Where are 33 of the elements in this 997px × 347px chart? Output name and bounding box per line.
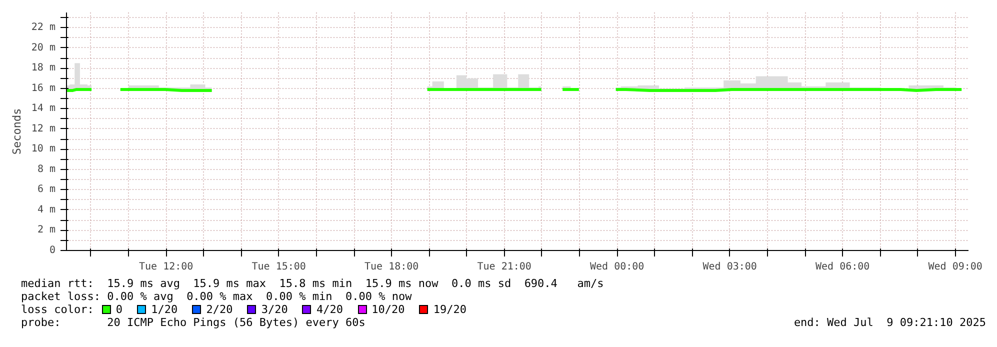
- x-tick-label: Wed 06:00: [816, 262, 870, 272]
- y-tick-label: 4 m: [37, 204, 56, 216]
- y-axis-title: Seconds: [10, 108, 24, 155]
- y-tick-label: 10 m: [31, 144, 56, 155]
- x-tick-label: Tue 21:00: [477, 262, 532, 272]
- text: end: Wed Jul 9 09:21:10 2025: [794, 316, 986, 329]
- legend-label: 1/20: [151, 303, 178, 316]
- y-tick-label: 20 m: [31, 42, 56, 54]
- y-tick-label: 22 m: [31, 22, 56, 34]
- x-tick-label: Tue 12:00: [139, 262, 194, 272]
- y-tick-label: 18 m: [31, 62, 56, 74]
- y-tick-label: 2 m: [37, 224, 56, 236]
- legend-label: 2/20: [206, 303, 233, 316]
- text: probe: 20 ICMP Echo Pings (56 Bytes) every 60s: [21, 316, 366, 329]
- legend-label: 4/20: [316, 303, 343, 316]
- x-tick-label: Tue 18:00: [364, 262, 419, 272]
- y-tick-label: 14 m: [31, 103, 56, 114]
- y-tick-label: 0: [49, 245, 56, 256]
- x-tick-label: Wed 00:00: [590, 262, 644, 272]
- x-tick-label: Wed 03:00: [702, 262, 757, 272]
- legend-label: 10/20: [372, 303, 405, 316]
- y-tick-label: 6 m: [37, 184, 56, 196]
- text: packet loss: 0.00 % avg 0.00 % max 0.00 % min 0.00 % now: [21, 290, 413, 303]
- x-tick-label: Tue 15:00: [252, 262, 306, 272]
- y-tick-label: 12 m: [31, 123, 56, 134]
- x-tick-label: Wed 09:00: [928, 262, 982, 272]
- y-tick-label: 8 m: [37, 164, 56, 175]
- legend-title: loss color:: [21, 303, 94, 316]
- text: median rtt: 15.9 ms avg 15.9 ms max 15.8 ms min 15.9 ms now 0.0 ms sd 690.4 am/s: [21, 277, 605, 290]
- y-tick-label: 16 m: [31, 82, 56, 94]
- legend-label: 3/20: [261, 303, 288, 316]
- legend-label: 19/20: [433, 303, 466, 316]
- legend-label: 0: [116, 303, 122, 316]
